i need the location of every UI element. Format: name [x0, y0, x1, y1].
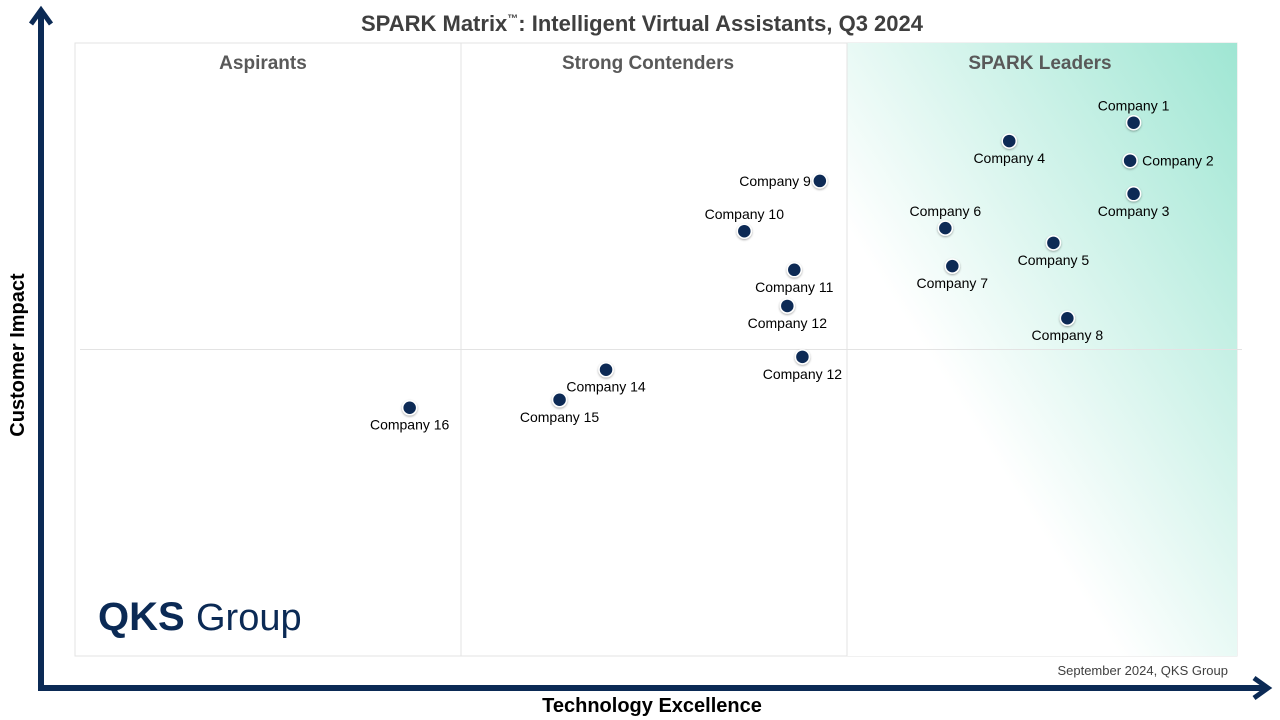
- data-point-label: Company 7: [917, 275, 989, 291]
- data-point-label: Company 1: [1098, 98, 1170, 114]
- data-point-label: Company 4: [973, 150, 1045, 166]
- y-axis-label: Customer Impact: [7, 273, 29, 437]
- data-point-label: Company 12: [763, 366, 843, 382]
- data-point: [1059, 310, 1076, 326]
- data-point: [794, 349, 811, 365]
- data-point: [1122, 152, 1138, 169]
- svg-text:Group: Group: [196, 597, 302, 639]
- data-point-label: Company 2: [1142, 153, 1214, 169]
- quadrant-label-strong-contenders: Strong Contenders: [562, 53, 734, 74]
- x-axis-label: Technology Excellence: [542, 695, 762, 717]
- data-point-label: Company 15: [520, 409, 600, 425]
- data-point-label: Company 3: [1098, 203, 1170, 219]
- data-point-label: Company 5: [1018, 252, 1090, 268]
- data-point-label: Company 8: [1032, 327, 1104, 343]
- qks-logo: QKS Group: [98, 595, 302, 639]
- data-point: [937, 220, 954, 236]
- data-point-label: Company 14: [566, 379, 646, 395]
- data-point: [401, 399, 418, 416]
- y-axis-arrow: [28, 5, 54, 690]
- data-point-label: Company 10: [705, 206, 785, 222]
- data-point-label: Company 6: [910, 203, 982, 219]
- data-point: [812, 173, 828, 189]
- quadrant-label-leaders: SPARK Leaders: [968, 53, 1111, 74]
- data-point: [779, 298, 796, 314]
- data-point-label: Company 12: [748, 315, 828, 331]
- data-point-label: Company 16: [370, 417, 450, 433]
- data-point: [598, 361, 614, 378]
- chart-title: SPARK Matrix™: Intelligent Virtual Assis…: [361, 11, 924, 36]
- data-point: [551, 392, 568, 408]
- data-point: [786, 262, 803, 278]
- x-axis-arrow: [38, 675, 1273, 701]
- quadrant-label-aspirants: Aspirants: [219, 53, 307, 74]
- data-point: [1045, 235, 1062, 251]
- data-point-label: Company 9: [739, 173, 811, 189]
- points-layer: Company 1 Company 2 Company 3 Company 4 Comp…: [370, 98, 1214, 433]
- data-point: [944, 258, 961, 274]
- data-point: [1001, 133, 1017, 149]
- data-point: [736, 223, 753, 239]
- data-point: [1125, 186, 1142, 202]
- data-point-label: Company 11: [755, 279, 834, 295]
- data-point: [1125, 114, 1142, 131]
- footnote: September 2024, QKS Group: [1057, 663, 1228, 678]
- svg-text:QKS: QKS: [98, 595, 185, 639]
